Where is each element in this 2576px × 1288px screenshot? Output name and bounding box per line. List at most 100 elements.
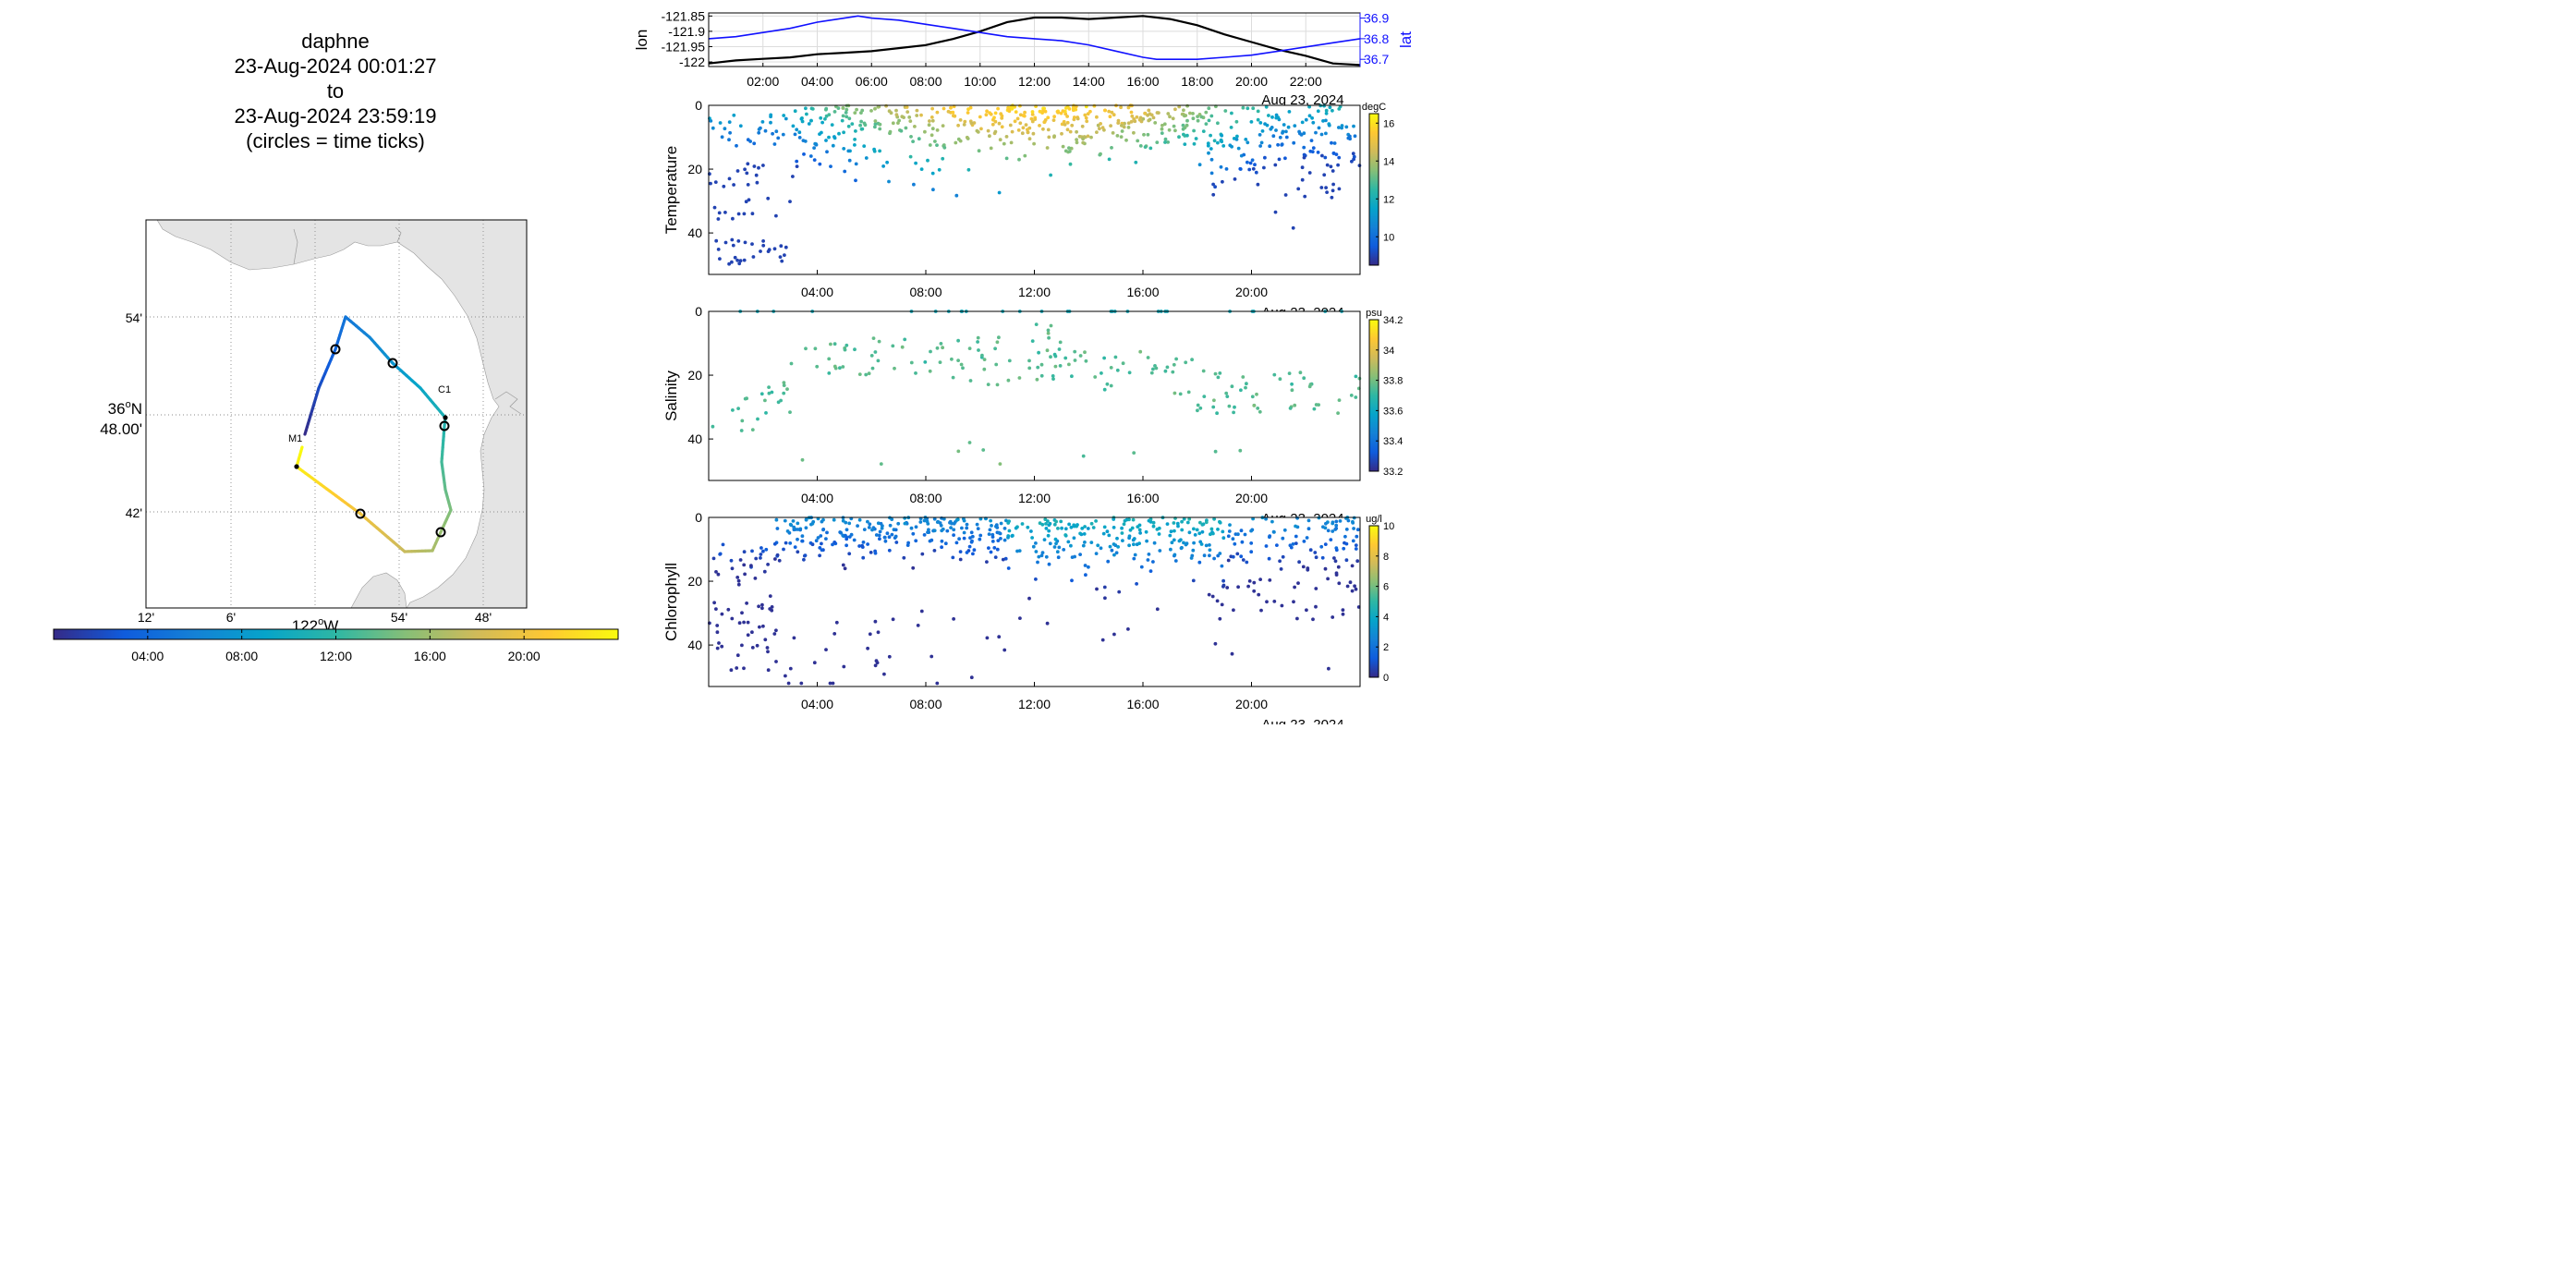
chlorophyll-point	[1151, 524, 1156, 529]
chlorophyll-point	[1089, 521, 1094, 526]
chlorophyll-point	[1086, 527, 1090, 530]
temperature-point	[1191, 116, 1196, 121]
salinity-colorbar-tick-label: 34.2	[1383, 315, 1403, 326]
chlorophyll-xtick-label: 16:00	[1126, 697, 1159, 711]
salinity-point	[1067, 362, 1071, 367]
chlorophyll-point	[824, 537, 828, 541]
time-colorbar-tick-label: 20:00	[508, 649, 541, 663]
chlorophyll-point	[987, 546, 990, 550]
figure-canvas: daphne 23-Aug-2024 00:01:27 to 23-Aug-20…	[53, 8, 1415, 724]
temperature-point	[1324, 118, 1328, 123]
temperature-point	[862, 144, 867, 149]
lon-lat-xtick-label: 04:00	[801, 74, 833, 89]
temperature-point	[1286, 125, 1291, 129]
temperature-point	[1111, 131, 1115, 135]
chlorophyll-point	[1239, 529, 1244, 533]
temperature-point	[1138, 115, 1143, 120]
chlorophyll-point	[1036, 560, 1039, 565]
temperature-point	[1317, 126, 1321, 130]
salinity-point	[1312, 407, 1317, 411]
chlorophyll-point	[1063, 533, 1068, 537]
temperature-point	[1223, 109, 1228, 113]
temperature-point	[935, 110, 940, 115]
temperature-point	[1337, 155, 1342, 160]
chlorophyll-xtick-label: 20:00	[1235, 697, 1268, 711]
salinity-point	[1215, 411, 1219, 416]
temperature-point	[1149, 113, 1154, 117]
temperature-point	[942, 106, 946, 111]
salinity-point	[1239, 388, 1243, 393]
temperature-point	[752, 141, 757, 146]
lon-label-sup: o	[318, 616, 323, 627]
temperature-point	[1160, 131, 1164, 136]
lon-lat-xtick-label: 22:00	[1290, 74, 1322, 89]
temperature-point	[1234, 138, 1239, 141]
temperature-point	[887, 109, 892, 114]
chlorophyll-point	[911, 565, 916, 570]
chlorophyll-point	[792, 636, 796, 640]
temperature-point	[727, 176, 732, 181]
chlorophyll-point	[1314, 555, 1318, 560]
temperature-point	[1032, 141, 1036, 146]
temperature-point	[899, 128, 904, 133]
salinity-point	[867, 371, 871, 376]
chlorophyll-point	[1252, 589, 1257, 593]
salinity-point	[981, 448, 986, 452]
salinity-point	[1290, 382, 1294, 386]
chlorophyll-point	[1002, 648, 1007, 652]
temperature-point	[1173, 107, 1177, 112]
temperature-point	[1265, 123, 1270, 128]
chlorophyll-point	[914, 525, 918, 529]
salinity-point	[1138, 349, 1143, 354]
chlorophyll-point	[954, 541, 959, 545]
temperature-point	[1143, 145, 1148, 150]
temperature-point	[1330, 140, 1333, 145]
temperature-point	[1146, 132, 1150, 137]
chlorophyll-point	[1034, 550, 1039, 553]
temperature-point	[1256, 109, 1260, 114]
temperature-point	[984, 113, 989, 117]
chlorophyll-point	[763, 638, 768, 642]
salinity-point	[1337, 398, 1342, 402]
salinity-point	[788, 410, 792, 414]
chlorophyll-point	[1048, 541, 1052, 546]
temperature-point	[1100, 126, 1105, 130]
temperature-point	[1055, 109, 1060, 114]
temperature-point	[788, 200, 792, 204]
temperature-point	[1284, 135, 1289, 140]
chlorophyll-axis-label: Chlorophyll	[662, 563, 680, 641]
chlorophyll-point	[1246, 584, 1250, 589]
temperature-point	[778, 255, 783, 259]
chlorophyll-point	[873, 551, 878, 555]
salinity-point	[982, 367, 987, 371]
chlorophyll-point	[1233, 541, 1237, 546]
chlorophyll-point	[852, 538, 857, 542]
salinity-point	[1109, 366, 1113, 370]
temperature-point	[1274, 115, 1279, 120]
temperature-point	[1331, 169, 1335, 173]
chlorophyll-point	[996, 539, 1001, 542]
chlorophyll-point	[1006, 521, 1011, 525]
salinity-point	[871, 336, 876, 340]
salinity-point	[938, 360, 942, 364]
salinity-point	[785, 387, 789, 391]
chlorophyll-point	[1056, 527, 1060, 530]
temperature-point	[761, 239, 765, 243]
chlorophyll-point	[893, 534, 898, 539]
temperature-point	[1038, 124, 1041, 128]
temperature-point	[1084, 115, 1088, 120]
temperature-point	[858, 123, 862, 128]
temperature-point	[1067, 150, 1072, 153]
chlorophyll-point	[1137, 528, 1142, 532]
temperature-point	[842, 130, 845, 135]
chlorophyll-point	[796, 521, 800, 526]
temperature-point	[1328, 105, 1332, 110]
chlorophyll-point	[1354, 587, 1358, 591]
temperature-point	[1000, 125, 1004, 129]
chlorophyll-point	[844, 543, 848, 548]
chlorophyll-point	[1157, 532, 1161, 536]
chlorophyll-point	[1314, 587, 1318, 590]
chlorophyll-point	[878, 537, 881, 541]
temperature-point	[1258, 144, 1262, 148]
temperature-point	[1099, 122, 1102, 126]
